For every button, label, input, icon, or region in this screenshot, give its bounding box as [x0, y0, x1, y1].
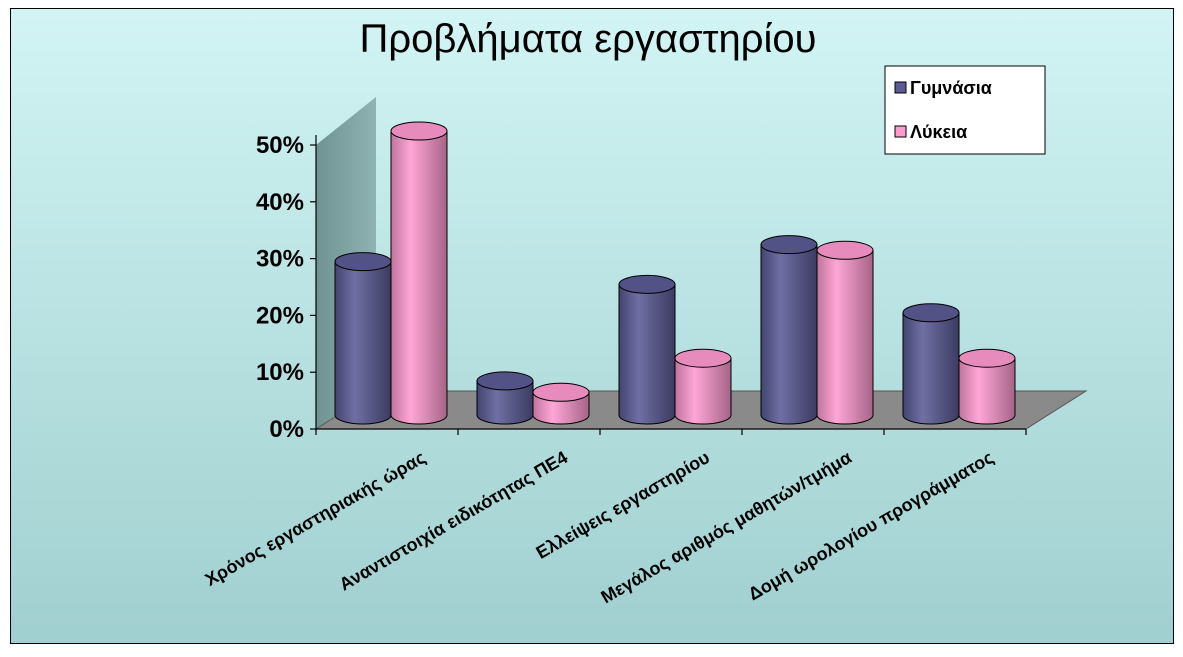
bar-0-4	[902, 303, 960, 425]
bar-body	[760, 244, 818, 425]
bar-body	[618, 283, 676, 425]
bar-top	[816, 240, 874, 260]
bar-0-0	[334, 252, 392, 425]
y-tick-label: 50%	[256, 132, 304, 159]
bar-top	[902, 303, 960, 323]
y-tick-label: 30%	[256, 246, 304, 273]
bar-top	[618, 274, 676, 294]
bar-1-0	[390, 121, 448, 425]
legend-label: Λύκεια	[910, 122, 967, 142]
bar-1-4	[958, 348, 1016, 425]
bar-body	[476, 380, 534, 425]
bar-body	[816, 249, 874, 425]
bar-0-1	[476, 371, 534, 425]
bar-0-2	[618, 274, 676, 425]
bar-body	[390, 130, 448, 425]
y-tick-label: 10%	[256, 359, 304, 386]
bar-body	[958, 357, 1016, 425]
legend: Γυμνάσια Λύκεια	[884, 65, 1046, 155]
bar-top	[390, 121, 448, 141]
chart-title: Προβλήματα εργαστηρίου	[360, 17, 817, 61]
legend-box	[884, 65, 1046, 155]
bar-top	[760, 235, 818, 255]
bar-1-3	[816, 240, 874, 425]
bar-top	[476, 371, 534, 391]
bar-top	[334, 252, 392, 272]
bar-top	[958, 348, 1016, 368]
bar-body	[902, 312, 960, 425]
y-tick-label: 40%	[256, 189, 304, 216]
legend-swatch	[894, 125, 907, 138]
chart: 0%10%20%30%40%50% Χρόνος εργαστηριακής ώ…	[11, 9, 1173, 643]
bar-body	[334, 261, 392, 425]
chart-slide: 0% 10% 20% 30% 40% 50% Χρόνος εργαστηριακής ώ…	[10, 8, 1174, 644]
y-tick-label: 0%	[269, 416, 304, 443]
bar-1-1	[532, 382, 590, 425]
bar-top	[532, 382, 590, 402]
bar-body	[674, 357, 732, 425]
y-tick-label: 20%	[256, 302, 304, 329]
bar-top	[674, 348, 732, 368]
bar-1-2	[674, 348, 732, 425]
legend-label: Γυμνάσια	[910, 78, 992, 98]
bar-0-3	[760, 235, 818, 425]
legend-swatch	[894, 81, 907, 94]
